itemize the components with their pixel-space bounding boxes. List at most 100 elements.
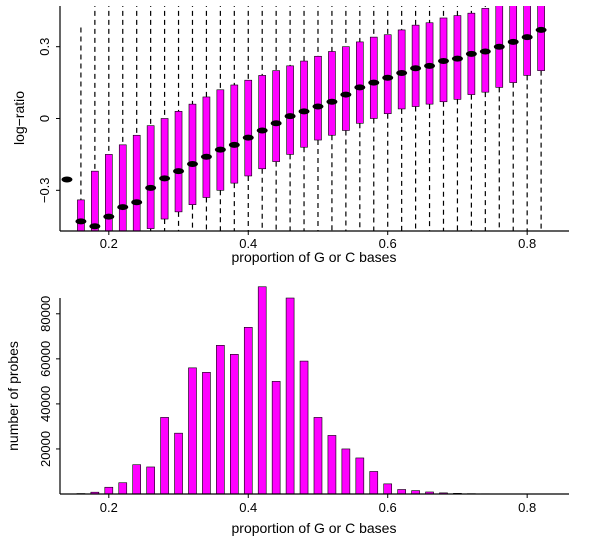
box (230, 84, 239, 184)
boxes-layer (77, 6, 545, 231)
bar (369, 471, 379, 495)
median-marker (493, 43, 505, 50)
x-tick-label: 0.8 (518, 500, 536, 515)
y-tick-label: 20000 (38, 431, 53, 467)
box (383, 34, 392, 115)
box (146, 125, 155, 229)
boxplot-panel: 0.2 0.4 0.6 0.8 −0.3 0 0.3 proportion of G or… (11, 6, 569, 265)
box (118, 144, 127, 231)
box (160, 118, 169, 220)
median-marker (256, 127, 268, 134)
box (286, 65, 294, 155)
bar (383, 483, 393, 495)
median-marker (451, 55, 463, 62)
box (523, 6, 531, 76)
median-marker (186, 160, 198, 167)
box (300, 60, 308, 148)
bar (327, 435, 337, 495)
median-marker (284, 113, 296, 120)
median-marker (479, 48, 491, 55)
x-tick-label: 0.2 (100, 500, 118, 515)
y-ticks: 20000 40000 60000 80000 (38, 296, 60, 467)
median-marker (75, 218, 87, 225)
y-tick-label: 40000 (38, 386, 53, 422)
y-ticks: −0.3 0 0.3 (37, 38, 60, 203)
y-axis-title: log−ratio (11, 91, 27, 145)
median-marker (340, 91, 352, 98)
y-tick-label: 80000 (38, 296, 53, 332)
bar (146, 466, 155, 495)
y-tick-label: 0.3 (37, 38, 52, 56)
median-marker (103, 213, 115, 220)
bar (216, 345, 225, 495)
median-marker (437, 58, 449, 65)
histogram-panel: 0.2 0.4 0.6 0.8 20000 40000 60000 80000 propor… (5, 286, 569, 536)
median-marker (117, 204, 129, 211)
median-marker (326, 98, 338, 105)
box (77, 199, 85, 231)
x-ticks: 0.2 0.4 0.6 0.8 (100, 494, 536, 515)
median-marker (298, 108, 310, 115)
x-tick-label: 0.6 (379, 236, 397, 251)
y-tick-label: 0 (37, 115, 52, 122)
bar (104, 486, 114, 495)
box (342, 46, 350, 131)
bar (243, 327, 253, 495)
box (216, 89, 225, 191)
box (91, 170, 99, 231)
bar (174, 432, 183, 495)
x-tick-label: 0.4 (239, 500, 257, 515)
bar (230, 354, 239, 495)
median-marker (465, 50, 477, 57)
box (244, 79, 253, 177)
x-tick-label: 0.4 (239, 236, 257, 251)
bar (132, 464, 141, 495)
median-marker (61, 176, 73, 183)
median-marker (368, 79, 380, 86)
box (328, 51, 336, 136)
x-axis-title: proportion of G or C bases (232, 520, 397, 536)
median-marker (382, 74, 394, 81)
x-ticks: 0.2 0.4 0.6 0.8 (100, 231, 536, 251)
x-tick-label: 0.8 (518, 236, 536, 251)
median-marker (228, 141, 240, 148)
bar (118, 482, 128, 495)
box (105, 154, 113, 231)
x-axis-title: proportion of G or C bases (232, 249, 397, 265)
box (537, 6, 545, 71)
box (174, 111, 183, 213)
y-tick-label: 60000 (38, 341, 53, 377)
median-marker (424, 62, 436, 69)
box (132, 134, 141, 231)
bar (313, 417, 323, 495)
bar (285, 297, 295, 495)
median-marker (312, 103, 324, 110)
bar (257, 286, 267, 495)
bar (188, 367, 197, 495)
box (188, 103, 197, 205)
box (314, 55, 322, 141)
y-axis-title: number of probes (5, 341, 21, 451)
bar (160, 417, 169, 495)
median-marker (242, 134, 254, 141)
bar (299, 360, 309, 495)
box (397, 29, 406, 110)
median-marker (89, 223, 101, 230)
median-marker (354, 84, 366, 91)
bar (341, 448, 351, 495)
median-marker (410, 65, 422, 72)
median-marker (131, 199, 143, 206)
median-marker (396, 70, 408, 77)
median-marker (145, 184, 157, 191)
median-marker (200, 153, 212, 160)
box (272, 70, 280, 162)
median-marker (173, 168, 185, 175)
bar (355, 457, 365, 495)
x-tick-label: 0.2 (100, 236, 118, 251)
box (202, 96, 211, 198)
median-marker (270, 120, 282, 127)
median-marker (521, 34, 533, 41)
median-marker (507, 38, 519, 45)
x-tick-label: 0.6 (379, 500, 397, 515)
